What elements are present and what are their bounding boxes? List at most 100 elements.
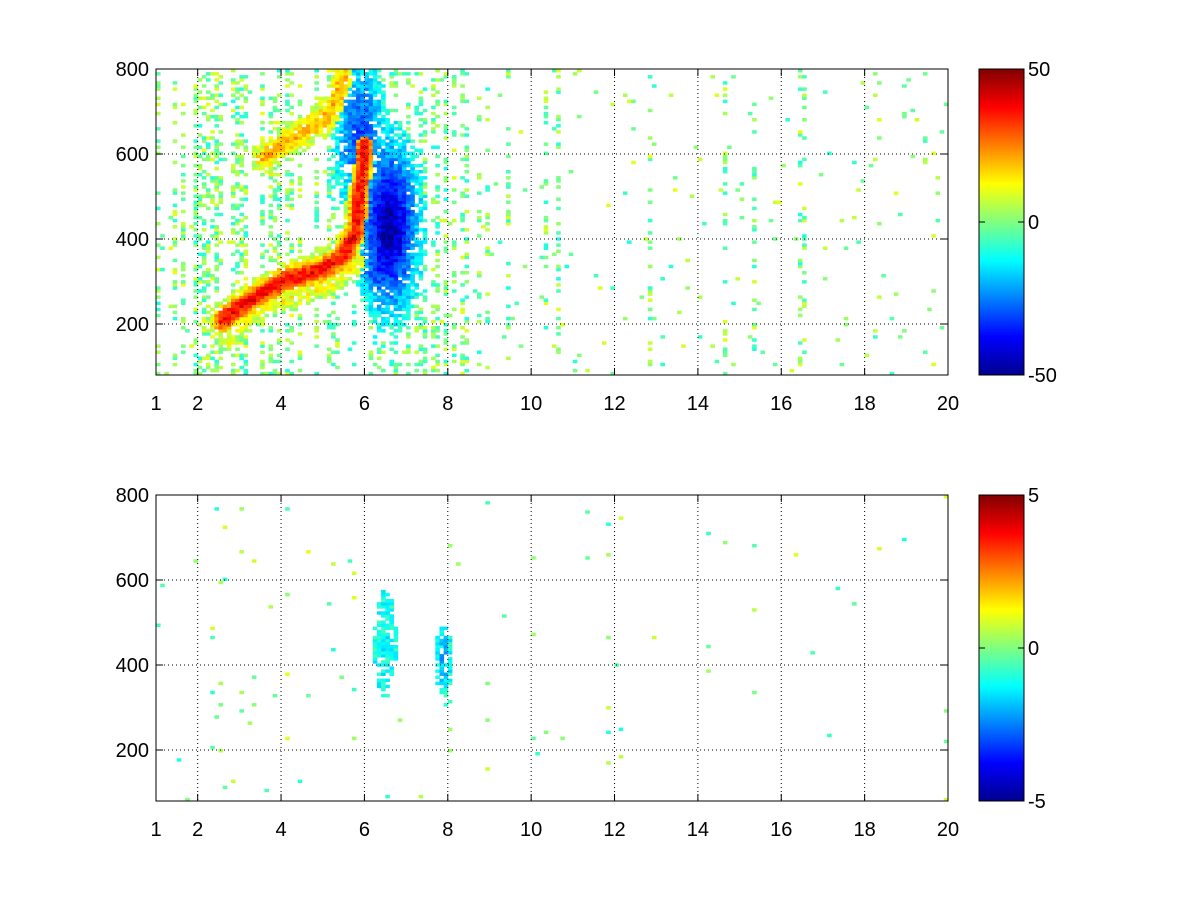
heatmap-cell	[276, 301, 282, 306]
heatmap-cell	[752, 170, 757, 174]
heatmap-cell	[356, 130, 361, 134]
heatmap-cell	[376, 212, 382, 217]
heatmap-cell	[364, 271, 369, 275]
heatmap-cell	[873, 157, 878, 162]
heatmap-cell	[268, 283, 274, 287]
heatmap-cell	[752, 307, 757, 312]
heatmap-cell	[385, 163, 390, 168]
heatmap-cell	[264, 160, 269, 165]
heatmap-cell	[256, 280, 261, 284]
heatmap-cell	[389, 283, 394, 287]
heatmap-cell	[393, 218, 399, 223]
heatmap-cell	[356, 209, 361, 214]
heatmap-cell	[418, 96, 424, 100]
heatmap-cell	[431, 319, 436, 324]
heatmap-cell	[797, 295, 803, 299]
heatmap-cell	[368, 151, 374, 156]
heatmap-cell	[389, 271, 394, 275]
heatmap-cell	[443, 286, 449, 290]
heatmap-cell	[326, 173, 332, 177]
heatmap-cell	[360, 206, 365, 211]
heatmap-cell	[385, 231, 390, 235]
heatmap-cell	[435, 329, 440, 333]
heatmap-cell	[722, 246, 728, 250]
heatmap-cell	[206, 356, 211, 361]
heatmap-cell	[193, 124, 199, 128]
heatmap-cell	[360, 163, 365, 168]
heatmap-cell	[372, 212, 378, 217]
heatmap-cell	[276, 139, 282, 143]
heatmap-cell	[364, 72, 369, 76]
heatmap-cell	[322, 96, 328, 100]
heatmap-cell	[201, 228, 207, 232]
heatmap-cell	[397, 166, 403, 171]
heatmap-cell	[376, 356, 382, 361]
heatmap-cell	[802, 234, 807, 238]
heatmap-cell	[647, 362, 653, 367]
heatmap-cell	[443, 99, 449, 104]
heatmap-cell	[356, 163, 361, 168]
heatmap-cell	[297, 124, 303, 128]
heatmap-cell	[347, 87, 353, 91]
heatmap-cell	[397, 154, 403, 159]
heatmap-cell	[364, 179, 369, 183]
heatmap-cell	[393, 212, 399, 217]
heatmap-cell	[335, 243, 340, 247]
heatmap-cell	[331, 102, 336, 107]
heatmap-cell	[697, 157, 703, 162]
heatmap-cell	[364, 280, 369, 284]
heatmap-cell	[435, 124, 440, 128]
heatmap-cell	[401, 170, 407, 174]
heatmap-cell	[397, 274, 403, 278]
heatmap-cell	[464, 237, 470, 241]
heatmap-cell	[389, 264, 394, 269]
heatmap-cell	[410, 154, 415, 159]
heatmap-cell	[172, 212, 178, 217]
heatmap-cell	[418, 316, 424, 321]
heatmap-cell	[443, 675, 449, 679]
heatmap-cell	[351, 124, 357, 128]
heatmap-cell	[210, 356, 215, 361]
heatmap-cell	[414, 170, 419, 174]
heatmap-cell	[210, 635, 215, 640]
heatmap-cell	[331, 185, 336, 189]
heatmap-cell	[326, 75, 332, 79]
heatmap-cell	[397, 231, 403, 235]
heatmap-cell	[251, 301, 257, 306]
heatmap-cell	[422, 319, 428, 324]
heatmap-cell	[364, 295, 369, 299]
heatmap-cell	[247, 313, 253, 318]
heatmap-cell	[260, 99, 265, 104]
heatmap-cell	[447, 635, 453, 640]
heatmap-cell	[435, 264, 440, 269]
heatmap-cell	[281, 136, 286, 140]
heatmap-cell	[351, 142, 357, 146]
heatmap-cell	[343, 182, 349, 186]
heatmap-cell	[251, 316, 257, 321]
heatmap-cell	[931, 362, 936, 367]
heatmap-cell	[452, 246, 457, 250]
heatmap-cell	[543, 231, 549, 235]
heatmap-cell	[181, 145, 186, 149]
heatmap-cell	[243, 326, 249, 330]
heatmap-cell	[235, 261, 240, 266]
heatmap-cell	[181, 111, 186, 116]
heatmap-cell	[477, 118, 482, 122]
heatmap-cell	[331, 212, 336, 217]
heatmap-cell	[406, 277, 411, 281]
heatmap-cell	[372, 69, 378, 73]
heatmap-cell	[297, 194, 303, 198]
heatmap-cell	[381, 166, 386, 171]
heatmap-cell	[231, 323, 236, 327]
heatmap-cell	[381, 614, 386, 618]
heatmap-cell	[752, 197, 757, 201]
heatmap-cell	[326, 323, 332, 327]
heatmap-cell	[572, 368, 578, 373]
heatmap-cell	[376, 87, 382, 91]
heatmap-cell	[381, 218, 386, 223]
heatmap-cell	[393, 108, 399, 113]
heatmap-cell	[356, 93, 361, 97]
heatmap-cell	[406, 240, 411, 244]
heatmap-cell	[389, 301, 394, 306]
heatmap-cell	[393, 173, 399, 177]
